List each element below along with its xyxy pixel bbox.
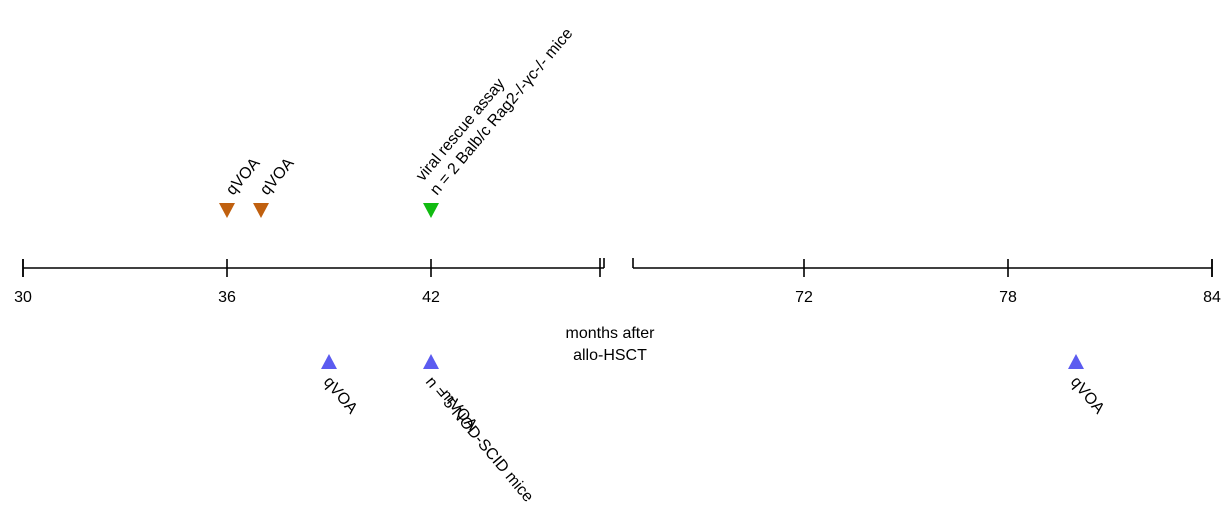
tick-label: 84 (1203, 289, 1221, 306)
event-above-label: qVOA (257, 155, 298, 199)
tick-label: 30 (14, 289, 32, 306)
tick-label: 78 (999, 289, 1017, 306)
up-triangle-marker (321, 354, 337, 369)
axis-title-line1: months after (566, 325, 656, 342)
event-above-label: qVOA (223, 155, 264, 199)
timeline-axis (22, 258, 1213, 277)
axis-title-line2: allo-HSCT (573, 347, 647, 364)
event-below-3: qVOA (1067, 354, 1108, 418)
down-triangle-marker (219, 203, 235, 218)
event-below-1: qVOA (320, 354, 361, 418)
down-triangle-marker (253, 203, 269, 218)
tick-label: 36 (218, 289, 236, 306)
timeline-ticks: 30 36 42 72 78 84 (14, 258, 1221, 306)
event-below-label: qVOA (320, 374, 361, 418)
tick-label: 72 (795, 289, 813, 306)
tick-label: 42 (422, 289, 440, 306)
event-below-label: n = 5 NOD-SCID mice (422, 374, 537, 506)
event-above-label: n = 2 Balb/c Rag2-/-γc-/- mice (427, 25, 576, 198)
up-triangle-marker (423, 354, 439, 369)
down-triangle-marker (423, 203, 439, 218)
up-triangle-marker (1068, 354, 1084, 369)
event-below-label: qVOA (1067, 374, 1108, 418)
